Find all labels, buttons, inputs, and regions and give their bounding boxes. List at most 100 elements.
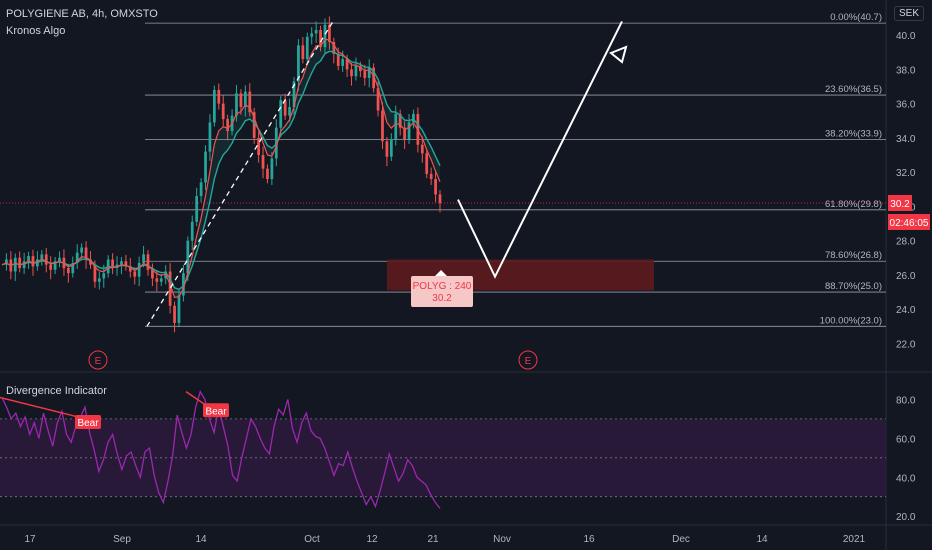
candle-body: [102, 273, 106, 279]
candle-body: [120, 261, 123, 265]
price-axis-tick: 36.0: [896, 100, 916, 111]
candle-body: [159, 278, 163, 282]
candle-body: [124, 261, 128, 267]
candle-body: [5, 259, 8, 265]
target-zone-label: [411, 270, 473, 307]
price-axis-tick: 40.0: [896, 31, 916, 42]
candle-body: [270, 158, 274, 179]
candle-body: [53, 261, 57, 270]
candle-body: [204, 151, 207, 183]
candle-body: [376, 88, 380, 111]
trendline-dashed: [146, 21, 334, 327]
candle-body: [297, 45, 300, 82]
candle-body: [283, 100, 287, 116]
candle-body: [221, 103, 225, 120]
candle-body: [49, 264, 53, 270]
earnings-marker: [88, 350, 108, 370]
oscillator-axis-tick: 80.0: [896, 395, 916, 406]
candle-body: [350, 69, 353, 77]
divergence-line: [185, 391, 207, 406]
candle-body: [75, 252, 79, 263]
indicator-name: Kronos Algo: [6, 25, 66, 37]
target-zone-label-box: [411, 276, 473, 307]
candle-body: [257, 137, 260, 156]
target-zone-label-line1: POLYG : 240: [413, 281, 472, 292]
candle-body: [367, 67, 371, 78]
candle-body: [155, 278, 159, 282]
divergence-label: Bear: [205, 406, 227, 417]
candle-body: [394, 113, 398, 140]
candle-body: [407, 122, 411, 140]
candle-body: [398, 113, 402, 128]
candle-body: [133, 271, 137, 277]
candle-body: [336, 53, 340, 66]
candle-body: [40, 254, 44, 260]
candle-body: [438, 194, 442, 203]
candle-body: [31, 256, 35, 267]
last-price-tag: [888, 194, 912, 211]
candle-body: [44, 254, 48, 265]
candle-body: [243, 91, 247, 108]
candle-body: [80, 247, 84, 253]
candle-body: [239, 93, 243, 108]
oscillator-axis-tick: 20.0: [896, 512, 916, 523]
time-axis-tick: Oct: [304, 534, 320, 545]
candle-body: [266, 168, 269, 179]
candle-body: [13, 257, 17, 272]
candle-body: [208, 122, 212, 152]
fib-level-label: 0.00%(40.7): [830, 12, 882, 23]
candle-body: [190, 221, 194, 241]
earnings-marker-label: E: [95, 356, 102, 367]
candle-body: [389, 139, 393, 157]
candle-body: [261, 155, 265, 169]
candle-body: [199, 182, 203, 197]
candle-body: [128, 266, 132, 272]
fib-level-label: 61.80%(29.8): [825, 199, 882, 210]
price-axis-tick: 28.0: [896, 237, 916, 248]
candle-body: [168, 271, 172, 306]
oscillator-band: [0, 418, 886, 497]
fib-level-label: 78.60%(26.8): [825, 250, 882, 261]
oscillator-title: Divergence Indicator: [6, 385, 107, 397]
fib-level-label: 100.00%(23.0): [820, 315, 882, 326]
candle-body: [425, 153, 429, 174]
time-axis-tick: Nov: [493, 534, 511, 545]
fib-level-label: 88.70%(25.0): [825, 281, 882, 292]
divergence-badge: [75, 414, 101, 429]
candle-body: [22, 261, 26, 269]
candle-body: [372, 67, 376, 89]
candle-body: [151, 269, 154, 279]
candle-body: [429, 173, 433, 179]
candle-body: [403, 127, 406, 140]
candle-body: [235, 93, 238, 116]
candle-body: [328, 24, 331, 42]
projection-path: [457, 20, 623, 279]
currency-button[interactable]: SEK: [893, 6, 924, 21]
time-axis-tick: 14: [195, 534, 207, 545]
candle-body: [332, 41, 336, 54]
last-price-value: 30.2: [890, 199, 910, 210]
candle-body: [301, 45, 305, 60]
divergence-label: Bear: [77, 418, 99, 429]
fib-level-label: 38.20%(33.9): [825, 129, 882, 140]
candle-body: [89, 259, 92, 265]
candle-body: [381, 110, 384, 142]
candle-body: [341, 59, 345, 66]
candle-body: [97, 278, 101, 282]
oscillator-axis-tick: 60.0: [896, 434, 916, 445]
candle-body: [314, 29, 318, 34]
divergence-line: [0, 396, 79, 418]
projection-arrowhead: [609, 45, 628, 64]
candle-body: [385, 141, 389, 157]
candle-body: [434, 179, 437, 195]
candle-body: [93, 264, 97, 282]
price-axis-tick: 34.0: [896, 134, 916, 145]
candle-body: [58, 257, 61, 262]
earnings-marker: [518, 350, 538, 370]
candle-body: [137, 262, 141, 277]
countdown-tag: [888, 213, 930, 230]
price-axis-tick: 32.0: [896, 168, 916, 179]
time-axis-tick: 17: [24, 534, 36, 545]
candle-body: [420, 144, 424, 154]
